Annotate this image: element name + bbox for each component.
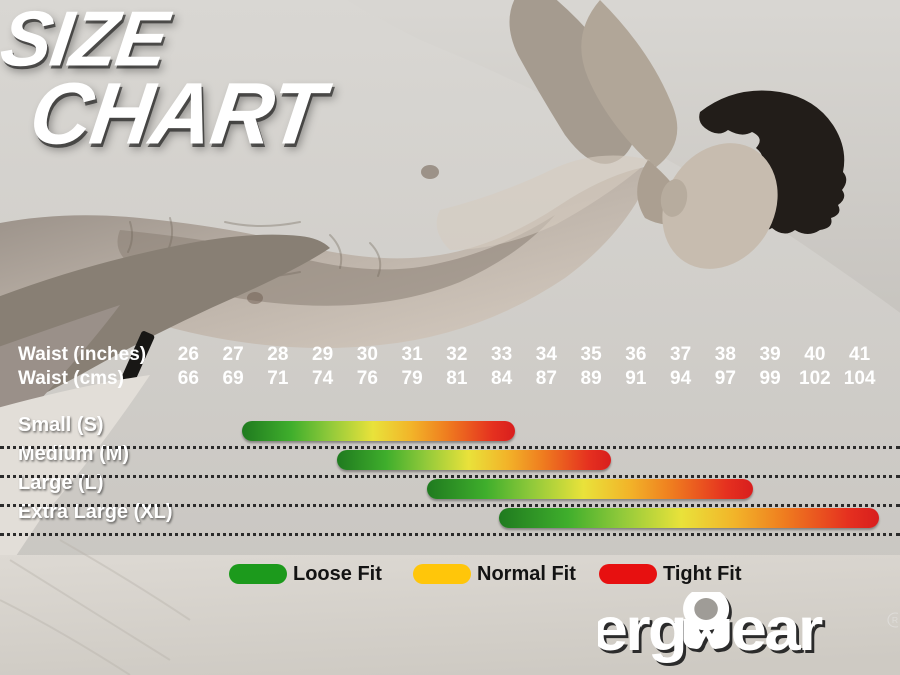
svg-text:erg: erg [598, 596, 685, 664]
svg-text:R: R [892, 616, 898, 625]
svg-text:ear: ear [731, 596, 823, 664]
